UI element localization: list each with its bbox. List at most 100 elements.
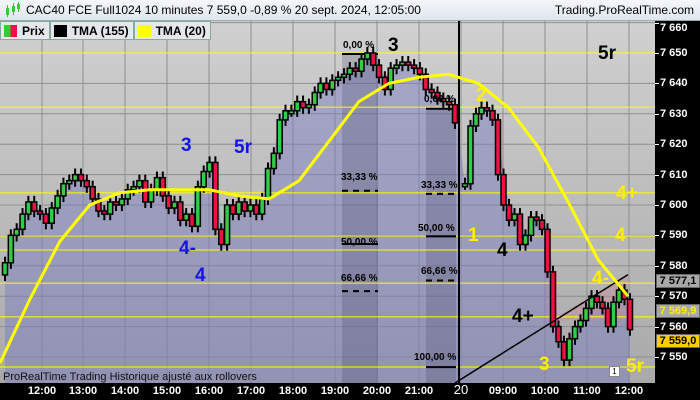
wave-label: 1 xyxy=(468,225,479,246)
y-tick xyxy=(655,326,659,328)
candle xyxy=(235,201,243,215)
y-tick xyxy=(655,53,659,54)
legend-label: Prix xyxy=(22,23,45,38)
footer-note: ProRealTime Trading Historique ajusté au… xyxy=(3,371,257,383)
fib-label: 50,00 % xyxy=(418,223,455,234)
y-tick xyxy=(655,235,659,237)
wave-label: 5r xyxy=(626,356,644,377)
candle xyxy=(264,167,272,200)
candle xyxy=(229,204,237,215)
candle xyxy=(282,110,289,121)
candle xyxy=(48,207,56,224)
price-axis[interactable]: 7 550 7 560 7 570 7 580 7 590 7 600 7 610 7 620… xyxy=(655,21,700,400)
y-tick xyxy=(655,357,659,358)
fib-label: 66,66 % xyxy=(421,266,458,277)
candle xyxy=(440,97,447,103)
y-tick xyxy=(655,113,659,115)
price-box: 7 559,0 xyxy=(656,334,700,348)
fib-label: 33,33 % xyxy=(341,172,378,183)
candle xyxy=(375,64,383,79)
candle xyxy=(270,152,278,170)
legend: Prix TMA (155) TMA (20) xyxy=(0,21,211,40)
candle xyxy=(71,173,79,182)
candle xyxy=(112,201,120,206)
candle xyxy=(511,213,518,221)
wave-label: 2 xyxy=(476,85,487,106)
candle xyxy=(527,216,535,237)
candle xyxy=(428,88,435,94)
candlestick-icon xyxy=(6,2,20,17)
wave-label: 4- xyxy=(179,238,196,259)
candle xyxy=(522,234,529,246)
y-tick-label: 7 610 xyxy=(660,168,688,181)
info-badge[interactable]: 1 xyxy=(609,366,620,377)
candle xyxy=(334,76,342,82)
site-link[interactable]: Trading.ProRealTime.com xyxy=(554,3,694,17)
wave-label: 3 xyxy=(388,35,399,56)
candle xyxy=(555,325,562,343)
candle xyxy=(311,91,318,106)
candle xyxy=(516,213,524,246)
candle xyxy=(165,195,172,209)
candle xyxy=(299,100,307,109)
candle xyxy=(212,161,219,231)
legend-tma20[interactable]: TMA (20) xyxy=(133,21,211,40)
y-tick-label: 7 620 xyxy=(660,138,688,151)
candle xyxy=(118,198,126,206)
y-tick xyxy=(655,83,659,85)
candle xyxy=(258,198,266,215)
candle xyxy=(153,176,161,191)
candle xyxy=(206,161,213,173)
wave-label: 4 xyxy=(497,240,508,261)
candle xyxy=(130,186,137,191)
candle xyxy=(610,301,617,328)
candle xyxy=(500,173,507,206)
candle xyxy=(83,179,91,188)
candle xyxy=(422,73,430,91)
y-tick-label: 7 600 xyxy=(660,199,688,211)
candle xyxy=(364,52,371,60)
candle xyxy=(200,170,207,188)
candle xyxy=(461,182,469,188)
y-tick xyxy=(655,296,659,298)
chart-title: CAC40 FCE Full1024 10 minutes 7 559,0 -0… xyxy=(26,3,421,17)
candle xyxy=(1,262,9,276)
legend-label: TMA (20) xyxy=(155,23,206,38)
candle xyxy=(467,125,474,185)
candle xyxy=(560,341,568,361)
legend-prix[interactable]: Prix xyxy=(0,21,50,40)
fib-label: 0,00 % xyxy=(343,40,375,51)
candle xyxy=(582,307,590,322)
candle xyxy=(194,186,202,228)
wave-label: 3 xyxy=(539,354,550,375)
candle xyxy=(358,58,365,72)
x-tick-label: 12:00 xyxy=(27,385,57,397)
candle xyxy=(241,201,248,212)
candle xyxy=(288,110,295,115)
x-tick-label: 11:00 xyxy=(573,385,601,397)
legend-tma155[interactable]: TMA (155) xyxy=(49,21,134,40)
x-tick-label: 12:00 xyxy=(614,385,644,397)
time-axis[interactable]: 12:00 13:00 14:00 15:00 16:00 17:00 18:00 19:00… xyxy=(0,383,655,400)
wave-label: 4+ xyxy=(616,183,638,204)
candle xyxy=(124,189,131,200)
y-tick-label: 7 550 xyxy=(660,351,688,363)
candle xyxy=(182,213,190,221)
candle xyxy=(25,201,32,215)
candle xyxy=(106,201,114,215)
candle xyxy=(566,338,573,361)
candle xyxy=(599,301,606,310)
title-bar: CAC40 FCE Full1024 10 minutes 7 559,0 -0… xyxy=(0,0,700,21)
candle xyxy=(626,298,634,331)
candle xyxy=(171,201,178,209)
candle xyxy=(416,67,424,76)
y-tick-label: 7 560 xyxy=(660,320,688,333)
x-tick-label: 20 xyxy=(453,382,469,397)
price-chart[interactable]: Prix TMA (155) TMA (20) 3 5r 4- 4 3 5r 4… xyxy=(0,21,655,383)
y-tick-label: 7 630 xyxy=(660,107,688,120)
candle xyxy=(478,106,485,115)
y-tick-label: 7 590 xyxy=(660,229,688,242)
candle xyxy=(217,228,225,246)
candle xyxy=(60,182,67,197)
candle xyxy=(399,61,406,66)
